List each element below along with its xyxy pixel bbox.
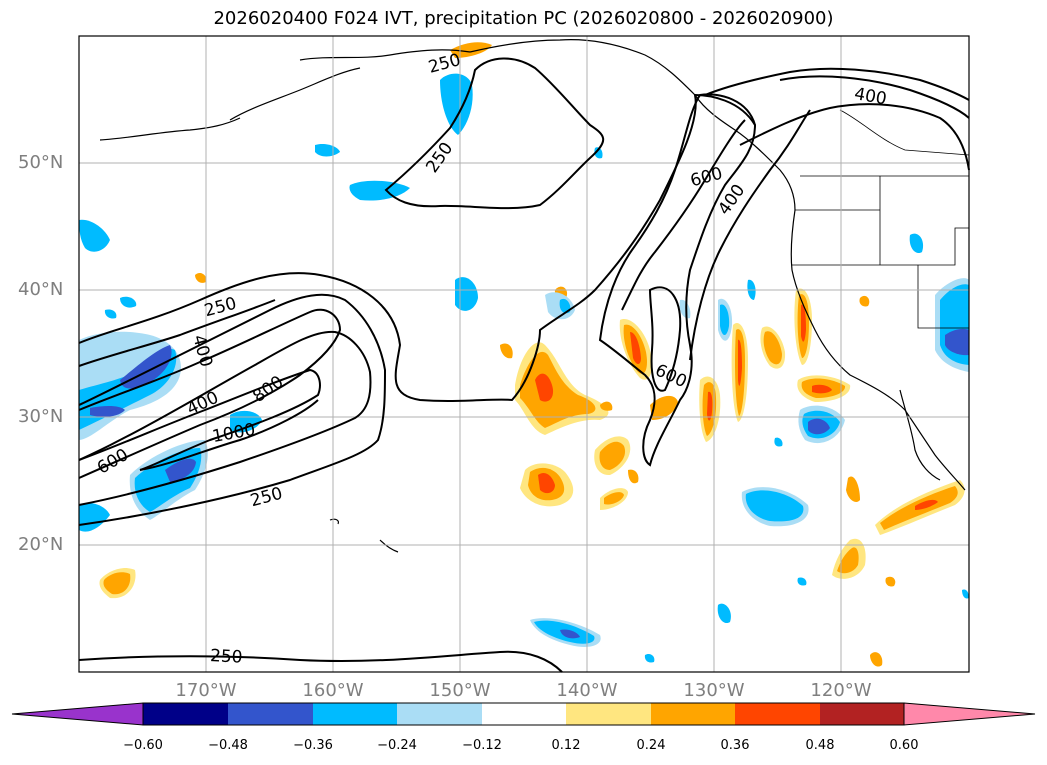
lon-label: 130°W (683, 680, 745, 701)
lon-label: 120°W (810, 680, 872, 701)
lon-label: 170°W (175, 680, 237, 701)
colorbar-bin (820, 703, 904, 725)
lat-label: 30°N (18, 406, 64, 427)
colorbar-bin (651, 703, 735, 725)
colorbar-bin (313, 703, 397, 725)
lat-label: 20°N (18, 534, 64, 555)
colorbar-tick: −0.12 (462, 738, 502, 753)
colorbar-tick: −0.48 (208, 738, 248, 753)
lon-label: 140°W (556, 680, 618, 701)
colorbar-bin (735, 703, 820, 725)
state-borders (792, 109, 970, 329)
colorbar-bin (482, 703, 566, 725)
colorbar-bin (397, 703, 482, 725)
map-title: 2026020400 F024 IVT, precipitation PC (2… (213, 8, 834, 29)
colorbar-tick: −0.60 (123, 738, 163, 753)
colorbar-bin (143, 703, 228, 725)
lat-label: 50°N (18, 152, 64, 173)
colorbar-tick: −0.36 (293, 738, 333, 753)
lon-label: 150°W (429, 680, 491, 701)
colorbar-extend-high (903, 702, 1036, 726)
ivt-contours (78, 57, 970, 673)
map-frame (78, 35, 970, 673)
colorbar-tick: 0.24 (636, 738, 666, 753)
colorbar-tick: 0.60 (889, 738, 919, 753)
lon-label: 160°W (302, 680, 364, 701)
colorbar-tick: 0.48 (805, 738, 835, 753)
precip-shading (79, 42, 969, 667)
colorbar-tick: 0.36 (720, 738, 750, 753)
coastlines (99, 39, 966, 553)
colorbar-bin (566, 703, 651, 725)
colorbar-extend-low (11, 702, 144, 726)
colorbar-bin (228, 703, 313, 725)
contour-label: 250 (210, 646, 243, 668)
colorbar-tick: 0.12 (551, 738, 581, 753)
colorbar-tick: −0.24 (377, 738, 417, 753)
graticule (79, 36, 969, 672)
contour-labels: 250 250 250 250 250 400 400 400 400 600 … (94, 50, 888, 668)
colorbar (11, 702, 1036, 726)
lat-label: 40°N (18, 279, 64, 300)
